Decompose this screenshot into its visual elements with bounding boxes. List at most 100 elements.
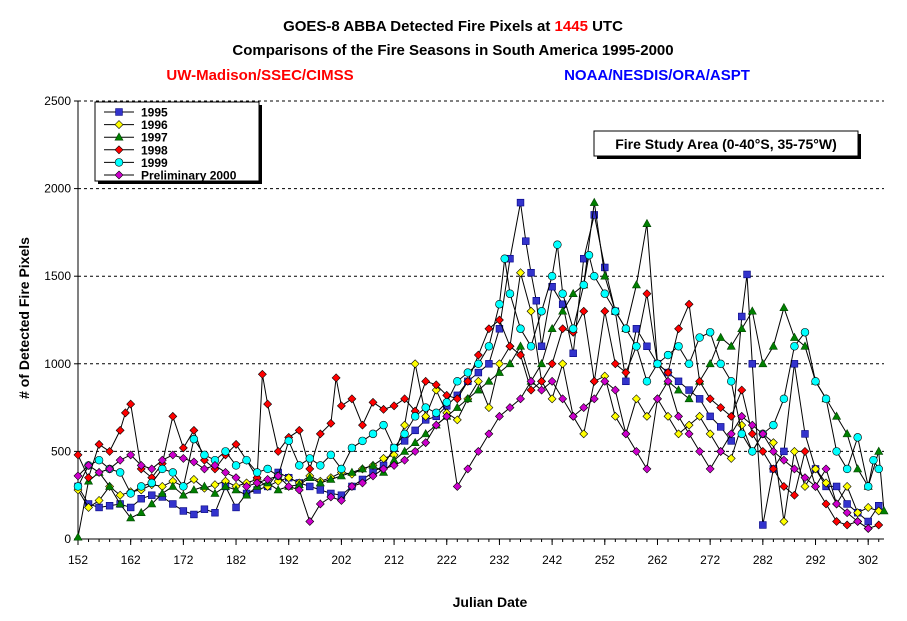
point-1998 <box>505 341 515 351</box>
point-1997 <box>463 394 473 403</box>
point-1997 <box>768 341 778 350</box>
point-1996 <box>516 268 525 278</box>
point-1998 <box>758 446 768 456</box>
point-1998 <box>463 376 473 386</box>
point-1996 <box>705 429 715 439</box>
point-preliminary-2000 <box>157 455 167 465</box>
point-1997 <box>874 446 884 455</box>
point-1998 <box>516 350 525 360</box>
point-1997 <box>126 513 136 522</box>
point-1999 <box>421 403 430 412</box>
point-1998 <box>526 385 536 395</box>
point-1996 <box>558 359 568 369</box>
point-preliminary-2000 <box>526 376 536 386</box>
point-1999 <box>674 342 683 351</box>
point-1998 <box>231 439 241 449</box>
point-1999 <box>737 429 746 439</box>
point-preliminary-2000 <box>642 464 652 474</box>
point-preliminary-2000 <box>674 411 683 421</box>
point-preliminary-2000 <box>273 471 283 481</box>
point-preliminary-2000 <box>484 429 494 439</box>
point-1997 <box>147 499 157 508</box>
point-1998 <box>473 350 483 360</box>
point-1995 <box>532 297 541 305</box>
point-1997 <box>400 446 410 455</box>
point-1995 <box>706 412 714 421</box>
x-tick-label-12: 272 <box>700 553 720 567</box>
point-1998 <box>874 520 884 530</box>
point-1999 <box>526 342 536 351</box>
point-1999 <box>611 307 620 316</box>
point-1999 <box>716 359 725 368</box>
point-1997 <box>473 385 483 394</box>
point-1997 <box>273 485 283 494</box>
point-1998 <box>326 418 336 428</box>
point-1999 <box>137 482 146 491</box>
point-preliminary-2000 <box>94 467 104 477</box>
point-1996 <box>610 411 620 421</box>
point-1997 <box>684 394 694 403</box>
point-1997 <box>168 481 178 490</box>
point-1996 <box>410 359 420 369</box>
point-1998 <box>768 464 778 474</box>
point-preliminary-2000 <box>568 411 578 421</box>
point-1999 <box>252 468 262 477</box>
legend-entry-1998: 1998 <box>104 143 168 157</box>
point-1999 <box>590 272 599 281</box>
credit-left: UW-Madison/SSEC/CIMSS <box>166 67 353 84</box>
point-1996 <box>84 503 93 512</box>
point-1998 <box>642 289 652 299</box>
point-1999 <box>600 289 609 298</box>
point-1996 <box>779 517 789 526</box>
point-1995 <box>527 268 535 277</box>
x-tick-label-0: 152 <box>68 553 88 567</box>
point-1999 <box>94 455 104 465</box>
y-tick-label-3: 1500 <box>44 269 71 283</box>
point-preliminary-2000 <box>336 496 346 505</box>
point-preliminary-2000 <box>600 376 610 386</box>
point-1995 <box>843 500 851 508</box>
point-1995 <box>232 503 240 512</box>
point-1996 <box>790 446 799 456</box>
point-preliminary-2000 <box>379 464 388 474</box>
point-1997 <box>853 464 863 473</box>
point-preliminary-2000 <box>537 385 547 395</box>
point-1995 <box>590 211 598 219</box>
point-1997 <box>726 341 736 350</box>
series-line-1995 <box>77 202 880 526</box>
legend-marker-1998 <box>114 145 124 155</box>
point-1999 <box>231 461 241 470</box>
point-preliminary-2000 <box>726 429 736 439</box>
point-1998 <box>305 464 315 474</box>
point-1999 <box>115 468 125 477</box>
point-1999 <box>73 482 83 491</box>
point-1997 <box>368 460 378 469</box>
point-1997 <box>326 474 336 483</box>
axes: 0 500 1000 1500 2000 2500 152 162 172 182 192 202 21… <box>44 94 884 567</box>
point-1995 <box>411 426 419 435</box>
chart-title: GOES-8 ABBA Detected Fire Pixels at 1445… <box>283 18 623 35</box>
point-1999 <box>432 408 441 418</box>
point-1998 <box>431 380 441 390</box>
point-preliminary-2000 <box>705 464 715 474</box>
point-preliminary-2000 <box>200 464 209 474</box>
point-1999 <box>347 443 357 453</box>
point-preliminary-2000 <box>505 403 515 413</box>
point-1998 <box>189 425 199 435</box>
point-1998 <box>400 394 410 404</box>
point-1995 <box>400 437 409 445</box>
point-preliminary-2000 <box>631 446 641 456</box>
point-preliminary-2000 <box>716 446 726 456</box>
point-1998 <box>537 376 547 386</box>
series-layer <box>73 197 889 541</box>
point-1999 <box>168 468 178 477</box>
point-1995 <box>169 500 177 508</box>
point-1995 <box>748 360 757 368</box>
point-1999 <box>410 412 420 421</box>
point-preliminary-2000 <box>400 455 410 465</box>
point-1995 <box>643 342 651 350</box>
legend-marker-1995 <box>115 108 123 116</box>
point-1998 <box>358 420 367 430</box>
point-1996 <box>695 411 705 421</box>
